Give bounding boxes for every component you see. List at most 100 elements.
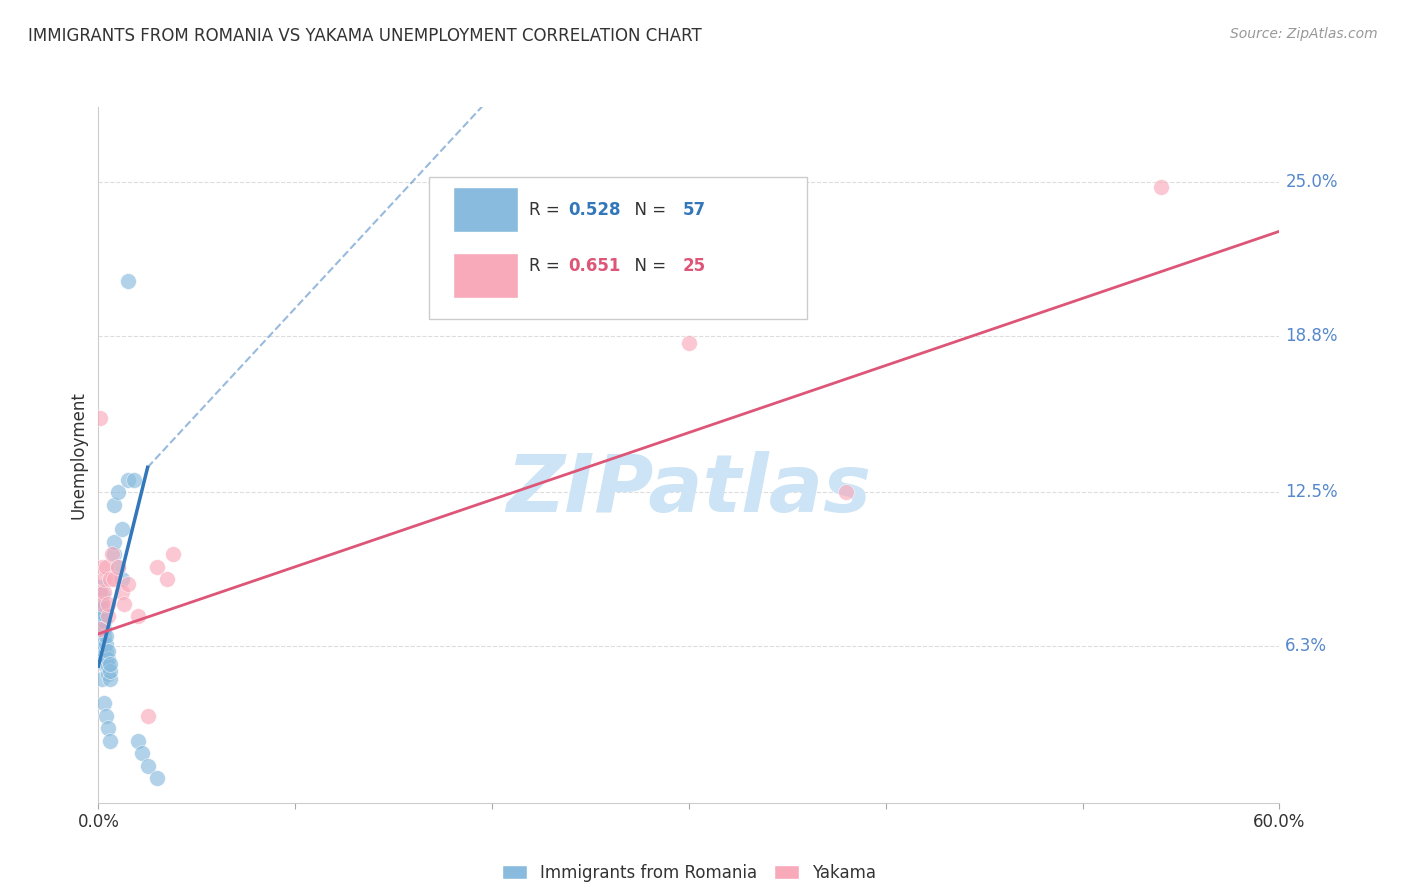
Point [91,647,114,661]
Point [91,672,114,686]
Point [93,629,115,643]
Point [91,594,114,608]
Point [117,274,139,288]
Point [96,651,118,665]
Point [91,602,114,616]
Point [89,602,111,616]
Point [91,616,114,631]
Point [89,616,111,631]
Point [96,559,118,574]
Text: Source: ZipAtlas.com: Source: ZipAtlas.com [1230,27,1378,41]
Point [127,609,149,624]
Point [89,647,111,661]
Point [117,473,139,487]
Point [101,547,124,561]
Point [97,644,120,658]
Point [89,624,111,639]
Text: R =: R = [530,257,565,275]
Point [107,559,129,574]
Point [93,697,115,711]
Point [96,637,118,651]
Point [93,622,115,636]
Point [103,572,125,586]
Point [91,559,114,574]
Point [97,666,120,681]
Y-axis label: Unemployment: Unemployment [69,391,87,519]
Point [112,597,135,611]
Point [98,657,121,671]
Point [89,594,111,608]
Point [103,547,125,561]
Text: 57: 57 [683,201,706,219]
Point [96,629,118,643]
FancyBboxPatch shape [453,187,517,232]
Point [93,615,115,629]
Point [117,577,139,591]
Point [89,622,111,636]
Point [91,597,114,611]
Point [93,651,115,665]
Text: N =: N = [624,257,671,275]
Text: 0.528: 0.528 [568,201,621,219]
Text: R =: R = [530,201,565,219]
Point [89,587,111,601]
Point [91,639,114,653]
Point [1150,179,1173,194]
Point [89,609,111,624]
Text: 25.0%: 25.0% [1285,172,1339,191]
Point [89,584,111,599]
Point [131,746,153,760]
Point [107,559,129,574]
Point [97,659,120,673]
Point [91,587,114,601]
Point [107,485,129,500]
Point [136,758,159,772]
Point [93,637,115,651]
Point [97,597,120,611]
Point [96,659,118,673]
Point [146,559,169,574]
Text: ZIPatlas: ZIPatlas [506,450,872,529]
Point [103,535,125,549]
Point [93,584,115,599]
Point [111,584,134,599]
Point [835,485,858,500]
Text: 12.5%: 12.5% [1285,483,1339,501]
Point [111,572,134,586]
Point [96,708,118,723]
FancyBboxPatch shape [453,253,517,298]
Point [89,632,111,646]
Point [136,708,159,723]
Point [98,672,121,686]
Point [97,651,120,665]
Point [146,771,169,785]
Text: IMMIGRANTS FROM ROMANIA VS YAKAMA UNEMPLOYMENT CORRELATION CHART: IMMIGRANTS FROM ROMANIA VS YAKAMA UNEMPL… [28,27,702,45]
Point [127,733,149,747]
Point [162,547,184,561]
Point [91,624,114,639]
Point [98,572,121,586]
Text: 6.3%: 6.3% [1285,637,1327,656]
Point [111,523,134,537]
Text: 0.651: 0.651 [568,257,621,275]
Point [89,410,111,425]
Point [89,639,111,653]
Point [122,473,145,487]
Point [91,609,114,624]
Point [93,572,115,586]
Point [98,733,121,747]
Point [97,609,120,624]
Point [97,721,120,735]
Point [93,607,115,621]
Legend: Immigrants from Romania, Yakama: Immigrants from Romania, Yakama [495,857,883,888]
Point [156,572,179,586]
Point [91,632,114,646]
Text: 18.8%: 18.8% [1285,326,1339,344]
Point [98,664,121,678]
Point [93,644,115,658]
Point [89,580,111,594]
FancyBboxPatch shape [429,177,807,319]
Text: N =: N = [624,201,671,219]
Point [96,644,118,658]
Point [103,498,125,512]
